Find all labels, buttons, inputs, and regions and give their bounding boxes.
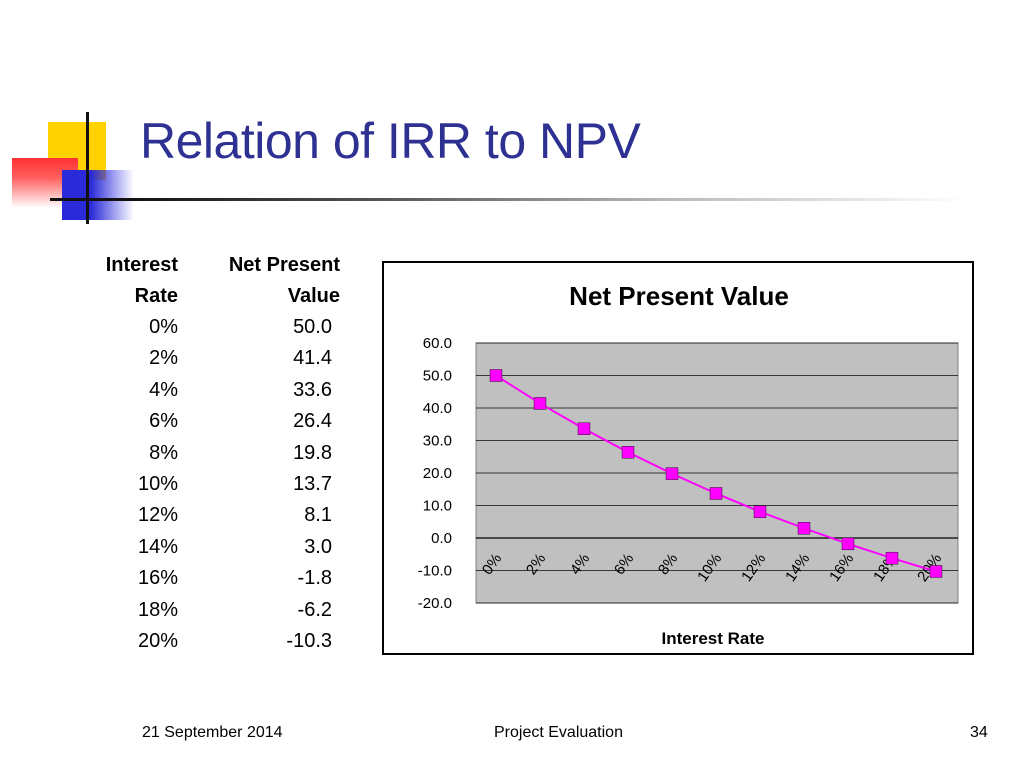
data-point	[489, 369, 503, 382]
table-row: 16% -1.8	[72, 563, 340, 594]
data-point	[709, 487, 723, 500]
rate-cell: 2%	[149, 347, 178, 370]
rate-cell: 20%	[137, 630, 178, 653]
npv-cell: -1.8	[297, 567, 332, 590]
y-tick-label: -20.0	[418, 595, 452, 612]
logo-horizontal-line	[50, 198, 140, 201]
npv-cell: 33.6	[293, 378, 332, 401]
npv-chart: Net Present Value 60.0 50.0 40.0 30.0 20.0 10.…	[382, 261, 974, 655]
rate-cell: 12%	[137, 504, 178, 527]
data-point	[885, 551, 899, 565]
data-point	[665, 467, 679, 480]
y-tick-label: -10.0	[418, 563, 452, 580]
npv-cell: 41.4	[293, 347, 332, 370]
table-row: 2% 41.4	[72, 343, 340, 374]
header-rate-line2: Rate	[134, 285, 178, 307]
rate-cell: 6%	[149, 410, 178, 433]
npv-cell: 50.0	[293, 316, 332, 338]
data-point	[577, 422, 591, 436]
title-underline	[130, 198, 970, 201]
rate-cell: 0%	[149, 316, 178, 338]
npv-cell: 13.7	[293, 473, 332, 496]
header-rate-line1: Interest	[105, 254, 178, 276]
footer-title: Project Evaluation	[494, 724, 623, 741]
npv-cell: 3.0	[304, 535, 332, 558]
npv-cell: 19.8	[293, 441, 332, 464]
y-tick-label: 60.0	[423, 335, 452, 352]
npv-cell: -10.3	[286, 630, 332, 653]
slide-logo	[0, 100, 150, 230]
x-axis-label: Interest Rate	[662, 629, 765, 648]
table-row: 10% 13.7	[72, 469, 340, 500]
npv-cell: -6.2	[297, 598, 332, 621]
footer-date: 21 September 2014	[142, 724, 283, 741]
page-number: 34	[970, 724, 988, 741]
rate-cell: 14%	[137, 535, 178, 558]
y-tick-label: 20.0	[423, 465, 452, 482]
table-row: 18% -6.2	[72, 595, 340, 626]
table-row: 20% -10.3	[72, 626, 340, 657]
data-point	[797, 522, 811, 535]
rate-cell: 10%	[137, 473, 178, 496]
table-row: 12% 8.1	[72, 500, 340, 531]
slide-title: Relation of IRR to NPV	[140, 113, 641, 169]
chart-title: Net Present Value	[569, 281, 789, 311]
header-npv-line1: Net Present	[228, 254, 340, 276]
npv-cell: 8.1	[304, 504, 332, 527]
y-tick-label: 40.0	[423, 400, 452, 417]
npv-cell: 26.4	[293, 410, 332, 433]
table-row: 14% 3.0	[72, 532, 340, 563]
table-row: 0% 50.0	[72, 312, 340, 343]
data-point	[841, 537, 855, 551]
rate-cell: 8%	[149, 441, 178, 464]
rate-cell: 16%	[137, 567, 178, 590]
logo-blue-square	[62, 170, 134, 220]
data-point	[929, 565, 943, 578]
y-tick-label: 0.0	[431, 530, 452, 547]
y-tick-label: 50.0	[423, 368, 452, 385]
data-point	[621, 445, 635, 459]
table-row: 6% 26.4	[72, 406, 340, 437]
rate-cell: 18%	[137, 598, 178, 621]
data-point	[753, 505, 767, 518]
table-row: 8% 19.8	[72, 438, 340, 469]
table-row: 4% 33.6	[72, 375, 340, 406]
header-npv-line2: Value	[287, 285, 340, 307]
y-tick-label: 10.0	[423, 498, 452, 515]
y-tick-label: 30.0	[423, 433, 452, 450]
npv-table: Interest Net Present Rate Value 0% 50.0 2…	[72, 250, 340, 657]
npv-chart-svg: Net Present Value 60.0 50.0 40.0 30.0 20.0 10.…	[418, 281, 959, 648]
logo-vertical-line	[86, 112, 89, 224]
rate-cell: 4%	[149, 378, 178, 401]
data-point	[533, 397, 547, 410]
